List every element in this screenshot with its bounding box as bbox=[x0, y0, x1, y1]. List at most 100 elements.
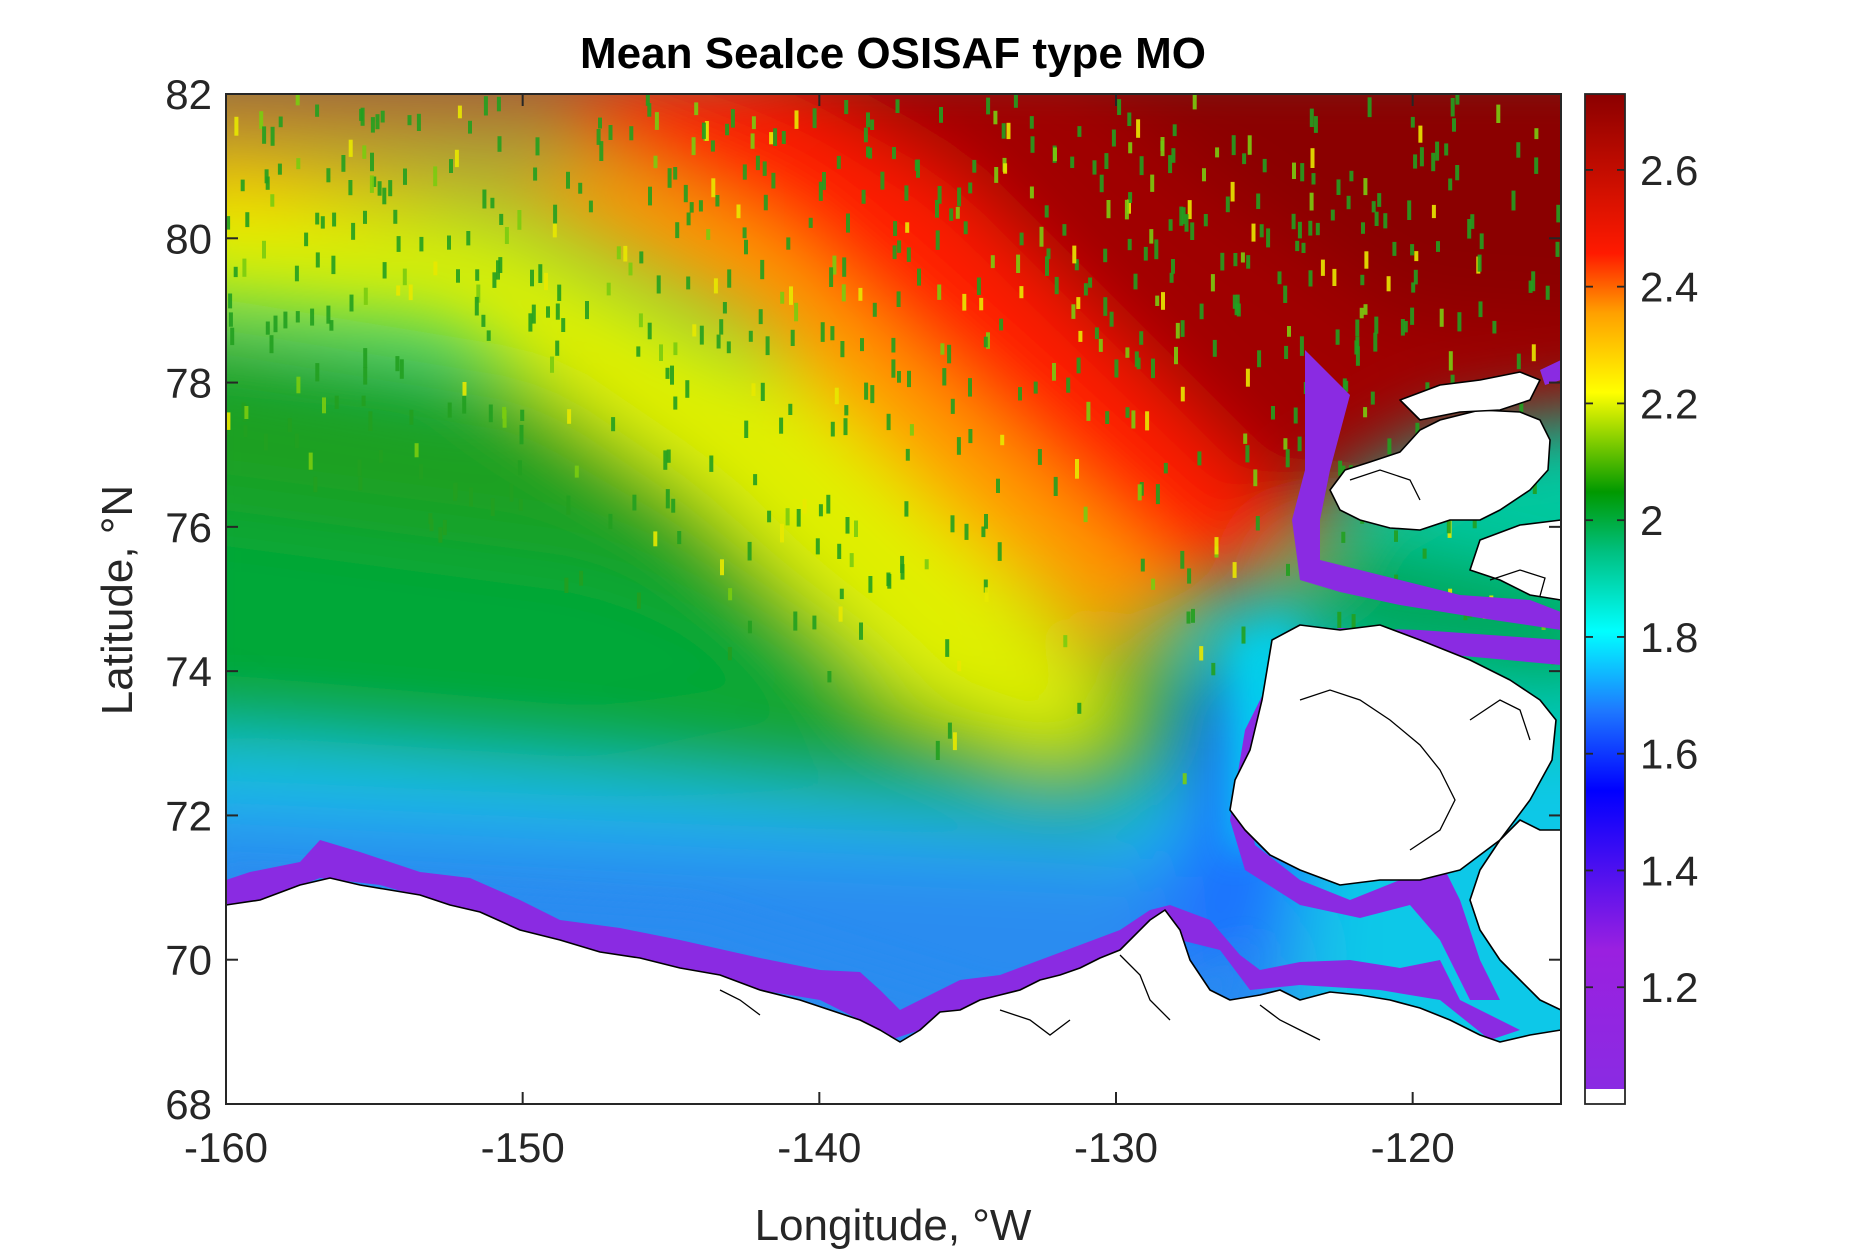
speckle bbox=[326, 168, 331, 183]
speckle bbox=[579, 570, 584, 586]
speckle bbox=[972, 159, 977, 173]
speckle bbox=[963, 221, 968, 235]
speckle bbox=[689, 202, 694, 213]
speckle bbox=[964, 523, 969, 540]
speckle bbox=[509, 483, 514, 502]
speckle bbox=[1448, 351, 1453, 371]
speckle bbox=[891, 337, 896, 353]
speckle bbox=[1145, 411, 1150, 431]
land-mainland bbox=[226, 877, 1561, 1104]
speckle bbox=[1018, 387, 1022, 401]
speckle bbox=[320, 216, 325, 229]
speckle bbox=[1192, 94, 1197, 110]
speckle bbox=[1308, 220, 1313, 236]
speckle bbox=[839, 588, 844, 600]
speckle bbox=[868, 147, 873, 159]
speckle bbox=[830, 326, 835, 341]
speckle bbox=[950, 398, 955, 414]
speckle bbox=[1186, 611, 1191, 624]
y-axis: 68 70 72 74 76 78 80 82 bbox=[165, 71, 1561, 1128]
speckle bbox=[686, 276, 691, 290]
speckle bbox=[1293, 407, 1298, 424]
speckle bbox=[762, 161, 767, 176]
speckle bbox=[409, 409, 414, 425]
colorbar-gradient bbox=[1585, 94, 1625, 1089]
speckle bbox=[753, 474, 758, 486]
speckle bbox=[715, 195, 720, 207]
speckle bbox=[538, 264, 543, 283]
speckle bbox=[326, 305, 331, 324]
speckle bbox=[1136, 357, 1141, 370]
speckle bbox=[1037, 449, 1042, 465]
speckle bbox=[1232, 562, 1237, 578]
speckle bbox=[1001, 123, 1006, 139]
y-tick-label: 82 bbox=[165, 71, 212, 118]
speckle bbox=[1283, 438, 1288, 450]
speckle bbox=[979, 297, 984, 311]
speckle bbox=[555, 303, 560, 320]
y-tick-label: 78 bbox=[165, 360, 212, 407]
speckle bbox=[265, 176, 270, 190]
speckle bbox=[469, 487, 473, 507]
speckle bbox=[755, 155, 760, 171]
speckle bbox=[332, 212, 337, 227]
speckle bbox=[1003, 163, 1008, 174]
speckle bbox=[940, 343, 945, 355]
speckle bbox=[892, 147, 896, 160]
speckle bbox=[295, 95, 300, 106]
speckle bbox=[976, 277, 981, 295]
speckle bbox=[900, 564, 905, 580]
speckle bbox=[968, 429, 973, 444]
speckle bbox=[917, 268, 921, 286]
y-tick-label: 72 bbox=[165, 792, 212, 839]
speckle bbox=[673, 396, 678, 410]
speckle bbox=[1086, 401, 1091, 421]
speckle bbox=[315, 104, 320, 117]
speckle bbox=[1450, 374, 1455, 386]
speckle bbox=[462, 396, 467, 414]
speckle bbox=[720, 559, 724, 576]
speckle bbox=[725, 123, 730, 136]
speckle bbox=[269, 335, 274, 354]
speckle bbox=[1149, 229, 1154, 244]
speckle bbox=[566, 495, 571, 515]
speckle bbox=[904, 501, 909, 517]
speckle bbox=[270, 194, 275, 207]
speckle bbox=[942, 368, 947, 386]
speckle bbox=[1410, 307, 1415, 325]
speckle bbox=[1083, 506, 1088, 523]
speckle bbox=[273, 315, 278, 333]
speckle bbox=[632, 494, 637, 511]
speckle bbox=[555, 340, 560, 356]
speckle bbox=[1131, 410, 1136, 429]
speckle bbox=[939, 107, 943, 123]
speckle bbox=[780, 291, 785, 304]
coastline-details bbox=[719, 469, 1546, 1041]
speckle bbox=[993, 110, 998, 125]
speckle bbox=[596, 129, 601, 145]
speckle bbox=[517, 210, 522, 230]
speckle bbox=[863, 127, 868, 143]
speckle bbox=[897, 371, 901, 383]
speckle bbox=[968, 378, 972, 397]
speckle bbox=[1172, 124, 1177, 137]
speckle bbox=[447, 235, 451, 250]
speckle bbox=[1364, 251, 1369, 269]
y-tick-label: 80 bbox=[165, 215, 212, 262]
speckle bbox=[369, 175, 374, 193]
speckle bbox=[1083, 283, 1088, 296]
speckle bbox=[1180, 320, 1185, 337]
speckle bbox=[329, 320, 334, 331]
speckle bbox=[990, 255, 995, 269]
speckle bbox=[1106, 200, 1111, 219]
speckle bbox=[744, 239, 748, 255]
speckle bbox=[1179, 206, 1184, 226]
speckle bbox=[1285, 449, 1290, 468]
plot-frame bbox=[225, 93, 1562, 1105]
speckle bbox=[368, 411, 373, 432]
speckle bbox=[313, 476, 318, 493]
speckle bbox=[1410, 116, 1415, 128]
speckle bbox=[790, 329, 795, 346]
speckle bbox=[233, 266, 238, 278]
speckle bbox=[1247, 135, 1252, 155]
